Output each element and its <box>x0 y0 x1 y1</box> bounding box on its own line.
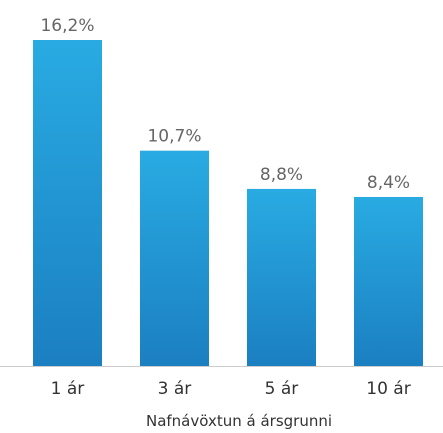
bar-1 <box>33 40 102 366</box>
x-tick-label-2: 3 ár <box>158 379 192 399</box>
value-label-4: 8,4% <box>367 173 410 193</box>
x-axis-title: Nafnávöxtun á ársgrunni <box>146 412 332 430</box>
x-tick-label-4: 10 ár <box>366 379 410 399</box>
bars-group <box>33 40 423 366</box>
value-label-2: 10,7% <box>147 127 201 147</box>
labels-group: 16,2% 1 ár 10,7% 3 ár 8,8% 5 ár 8,4% 10 ár <box>40 16 410 399</box>
x-tick-label-3: 5 ár <box>265 379 299 399</box>
value-label-1: 16,2% <box>40 16 94 36</box>
bar-4 <box>354 196 423 366</box>
bar-2 <box>140 150 209 366</box>
bar-3 <box>247 188 316 366</box>
value-label-3: 8,8% <box>260 165 303 185</box>
x-tick-label-1: 1 ár <box>51 379 85 399</box>
